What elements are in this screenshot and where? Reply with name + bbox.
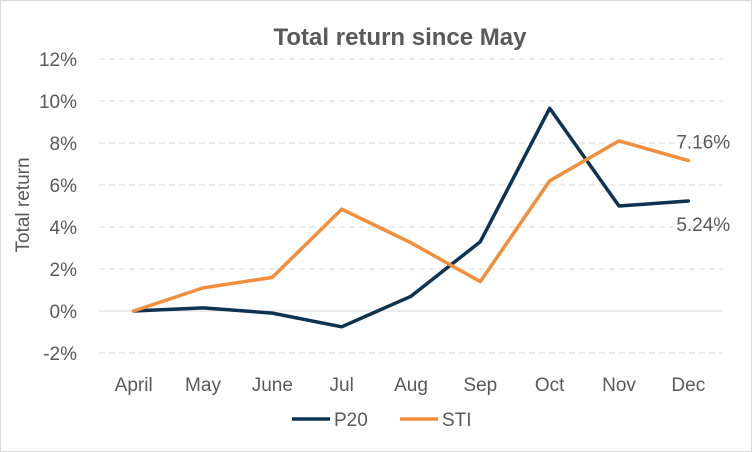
y-tick-label: -2% — [43, 344, 77, 365]
series-line-p20 — [131, 106, 691, 329]
y-tick-label: 8% — [50, 134, 78, 155]
series-line-sti — [131, 139, 691, 313]
y-tick-label: 2% — [50, 260, 78, 281]
chart-title: Total return since May — [274, 24, 528, 51]
y-tick-label: 6% — [50, 176, 78, 197]
y-tick-label: 10% — [39, 92, 77, 113]
x-tick-label: Nov — [602, 375, 636, 396]
y-axis-title: Total return — [13, 157, 34, 252]
x-axis-ticks: April May June Jul Aug Sep Oct Nov Dec — [115, 375, 706, 396]
y-tick-label: 12% — [39, 50, 77, 71]
x-tick-label: May — [185, 375, 221, 396]
grid-lines — [99, 58, 723, 354]
x-tick-label: Aug — [394, 375, 428, 396]
legend: P20 STI — [292, 410, 472, 431]
y-axis-ticks: -2% 0% 2% 4% 6% 8% 10% 12% — [39, 50, 77, 365]
data-label-p20: 5.24% — [676, 215, 730, 236]
x-tick-label: Jul — [330, 375, 354, 396]
legend-label-sti: STI — [442, 410, 472, 431]
x-tick-label: Sep — [463, 375, 497, 396]
data-label-sti: 7.16% — [676, 133, 730, 154]
legend-label-p20: P20 — [334, 410, 368, 431]
series-lines — [131, 106, 691, 329]
data-labels: 5.24% 7.16% — [676, 133, 730, 236]
y-tick-label: 4% — [50, 218, 78, 239]
x-tick-label: April — [115, 375, 153, 396]
y-tick-label: 0% — [50, 302, 78, 323]
x-tick-label: June — [252, 375, 293, 396]
x-tick-label: Oct — [535, 375, 565, 396]
x-tick-label: Dec — [671, 375, 705, 396]
